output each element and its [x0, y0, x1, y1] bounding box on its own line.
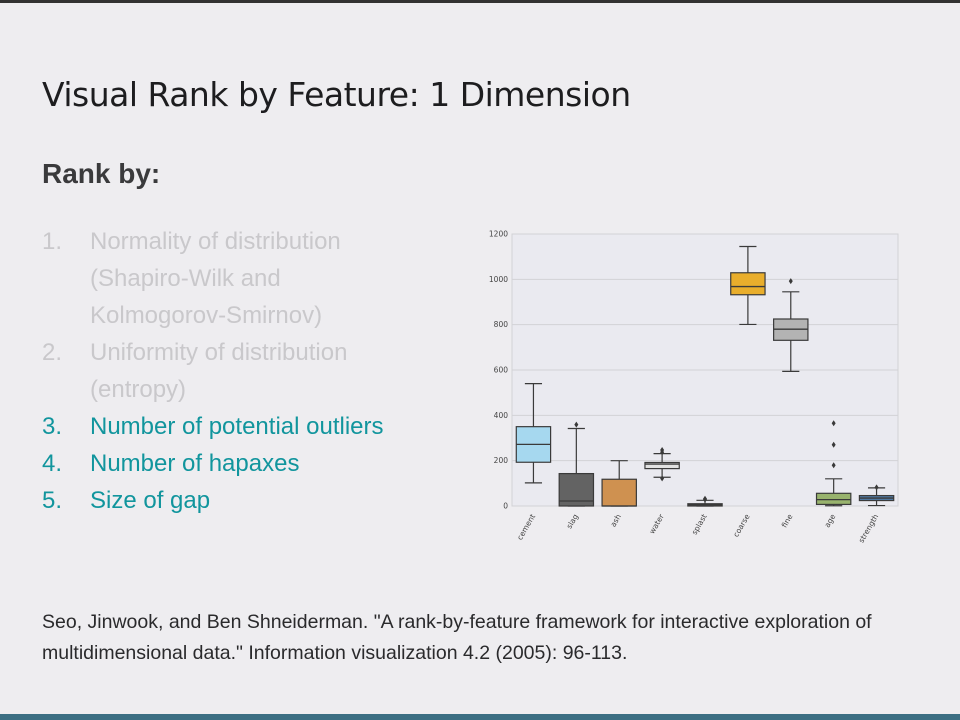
rank-item-4: 4. Number of hapaxes	[42, 445, 442, 482]
outlier-point	[874, 484, 879, 491]
box-coarse	[730, 272, 766, 296]
outlier-point	[574, 421, 579, 428]
rank-item-line: Uniformity of distribution	[90, 339, 348, 366]
outlier-point	[831, 441, 836, 448]
rank-item-line: (entropy)	[90, 376, 187, 403]
rank-item-number: 1.	[42, 228, 63, 255]
rank-item-text: Uniformity of distribution (entropy)	[90, 334, 442, 408]
rank-item-number: 3.	[42, 413, 63, 440]
rank-item-line: (Shapiro-Wilk and	[90, 265, 281, 292]
rank-item-text: Number of potential outliers	[90, 408, 442, 445]
box-plot-chart: 0 200 400 600 800 1000 1200 cement slag ash water s…	[489, 230, 899, 544]
rank-item-number: 4.	[42, 450, 63, 477]
rank-item-number: 5.	[42, 487, 63, 514]
x-tick-label: fine	[780, 512, 795, 529]
y-tick-label: 0	[503, 502, 508, 511]
box-water	[644, 461, 680, 470]
rank-item-3: 3. Number of potential outliers	[42, 408, 442, 445]
rank-item-text: Size of gap	[90, 482, 442, 519]
rank-item-text: Normality of distribution (Shapiro-Wilk a…	[90, 223, 442, 334]
outlier-point	[703, 495, 707, 502]
x-tick-label: slag	[565, 512, 581, 530]
rank-item-1: 1. Normality of distribution (Shapiro-Wilk…	[42, 223, 442, 334]
slide-title: Visual Rank by Feature: 1 Dimension	[42, 75, 631, 114]
rank-item-text: Number of hapaxes	[90, 445, 442, 482]
y-tick-label: 1200	[489, 230, 508, 239]
rank-item-line: Kolmogorov-Smirnov)	[90, 302, 323, 329]
rank-by-heading: Rank by:	[42, 158, 161, 189]
rank-criteria-list: 1. Normality of distribution (Shapiro-Wilk…	[42, 223, 442, 519]
outlier-point	[831, 420, 836, 427]
citation: Seo, Jinwook, and Ben Shneiderman. "A ra…	[42, 611, 872, 664]
outlier-point	[831, 462, 836, 469]
box-age	[815, 492, 852, 506]
rank-item-number: 2.	[42, 339, 63, 366]
x-tick-label: age	[823, 512, 838, 529]
outlier-point	[788, 278, 793, 285]
y-tick-label: 800	[494, 320, 509, 329]
x-tick-label: ash	[609, 512, 624, 528]
rank-item-2: 2. Uniformity of distribution (entropy)	[42, 334, 442, 408]
rank-item-line: Number of potential outliers	[90, 413, 384, 440]
y-tick-label: 400	[494, 411, 509, 420]
x-tick-label: water	[647, 512, 666, 536]
rank-item-line: Normality of distribution	[90, 228, 341, 255]
rank-item-line: Size of gap	[90, 487, 211, 514]
y-tick-label: 200	[494, 456, 509, 465]
x-tick-label: coarse	[731, 512, 751, 538]
x-tick-label: splast	[690, 512, 709, 536]
slide: Visual Rank by Feature: 1 Dimension Rank…	[0, 3, 960, 714]
y-tick-label: 600	[494, 366, 509, 375]
rank-item-line: Number of hapaxes	[90, 450, 300, 477]
x-tick-label: cement	[515, 512, 537, 541]
x-tick-label: strength	[857, 512, 881, 544]
bottom-accent-bar	[0, 714, 960, 720]
outlier-point	[660, 475, 665, 482]
rank-item-5: 5. Size of gap	[42, 482, 442, 519]
box-ash	[601, 478, 637, 507]
y-tick-label: 1000	[489, 275, 508, 284]
outlier-point	[660, 447, 665, 454]
